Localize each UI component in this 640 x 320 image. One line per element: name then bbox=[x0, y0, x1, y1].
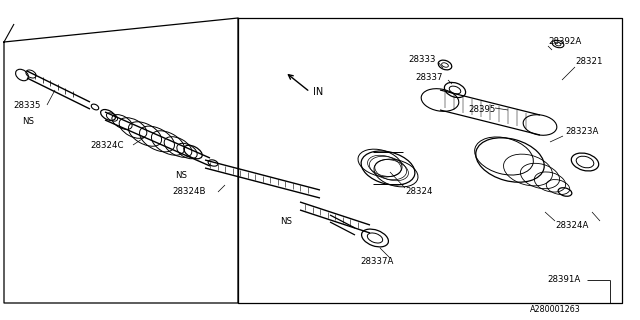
Text: IN: IN bbox=[313, 87, 323, 97]
Text: 28324C: 28324C bbox=[90, 140, 124, 149]
Text: 28324A: 28324A bbox=[555, 220, 588, 229]
Text: NS: NS bbox=[175, 171, 187, 180]
Text: 28333: 28333 bbox=[408, 55, 435, 65]
Text: 28337A: 28337A bbox=[360, 258, 394, 267]
Text: 28337: 28337 bbox=[415, 74, 442, 83]
Text: 28395: 28395 bbox=[468, 106, 495, 115]
Text: 28335: 28335 bbox=[13, 100, 40, 109]
Text: 28324B: 28324B bbox=[172, 188, 205, 196]
Text: 28324: 28324 bbox=[405, 188, 433, 196]
Text: NS: NS bbox=[22, 117, 34, 126]
Text: A280001263: A280001263 bbox=[530, 306, 580, 315]
Text: 28391A: 28391A bbox=[547, 276, 580, 284]
Text: 28323A: 28323A bbox=[565, 127, 598, 137]
Text: NS: NS bbox=[280, 218, 292, 227]
Text: 28321: 28321 bbox=[575, 58, 602, 67]
Text: 28392A: 28392A bbox=[548, 37, 581, 46]
